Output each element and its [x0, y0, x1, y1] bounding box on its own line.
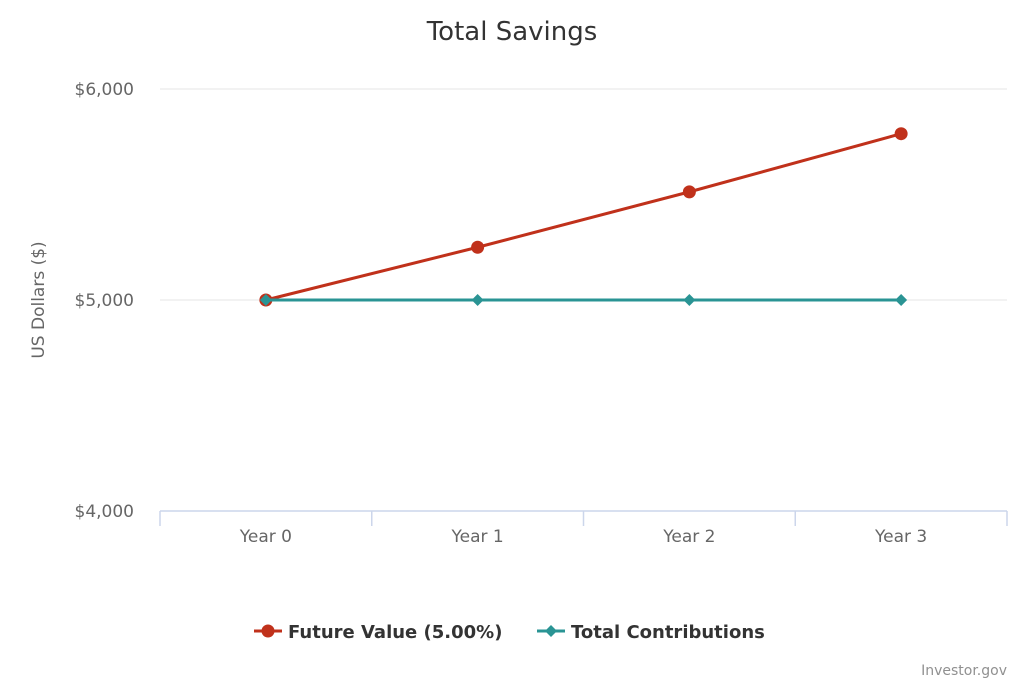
x-tick-label: Year 0	[239, 527, 292, 547]
y-axis-title: US Dollars ($)	[29, 241, 49, 358]
data-point-diamond[interactable]	[683, 294, 696, 306]
legend-item-future-value[interactable]: Future Value (5.00%)	[254, 622, 502, 643]
data-point-circle[interactable]	[471, 240, 485, 254]
data-point-circle[interactable]	[894, 127, 908, 141]
x-axis	[159, 510, 1008, 526]
legend-item-total-contributions[interactable]: Total Contributions	[537, 622, 765, 643]
data-point-diamond[interactable]	[471, 294, 484, 306]
legend: Future Value (5.00%) Total Contributions	[254, 622, 765, 643]
x-tick-label: Year 3	[874, 527, 927, 547]
data-point-circle[interactable]	[682, 185, 696, 199]
legend-circle-marker	[261, 624, 275, 638]
series-line	[264, 132, 903, 302]
y-axis-tick-labels: $4,000 $5,000 $6,000	[75, 80, 134, 522]
y-tick-label: $5,000	[75, 291, 134, 311]
series-total-contributions	[259, 294, 908, 306]
y-tick-label: $6,000	[75, 80, 134, 100]
data-point-diamond[interactable]	[259, 294, 272, 306]
chart-title: Total Savings	[426, 17, 598, 47]
gridlines	[160, 88, 1007, 301]
x-tick-label: Year 2	[662, 527, 715, 547]
x-tick-label: Year 1	[451, 527, 504, 547]
data-point-diamond[interactable]	[895, 294, 908, 306]
legend-diamond-marker	[545, 625, 557, 637]
x-axis-tick-labels: Year 0 Year 1 Year 2 Year 3	[239, 527, 927, 547]
legend-label: Total Contributions	[571, 622, 765, 643]
y-tick-label: $4,000	[75, 502, 134, 522]
series-layer	[259, 127, 908, 307]
series-future-value	[259, 127, 908, 307]
legend-label: Future Value (5.00%)	[288, 622, 502, 643]
credits-link[interactable]: Investor.gov	[921, 663, 1007, 679]
